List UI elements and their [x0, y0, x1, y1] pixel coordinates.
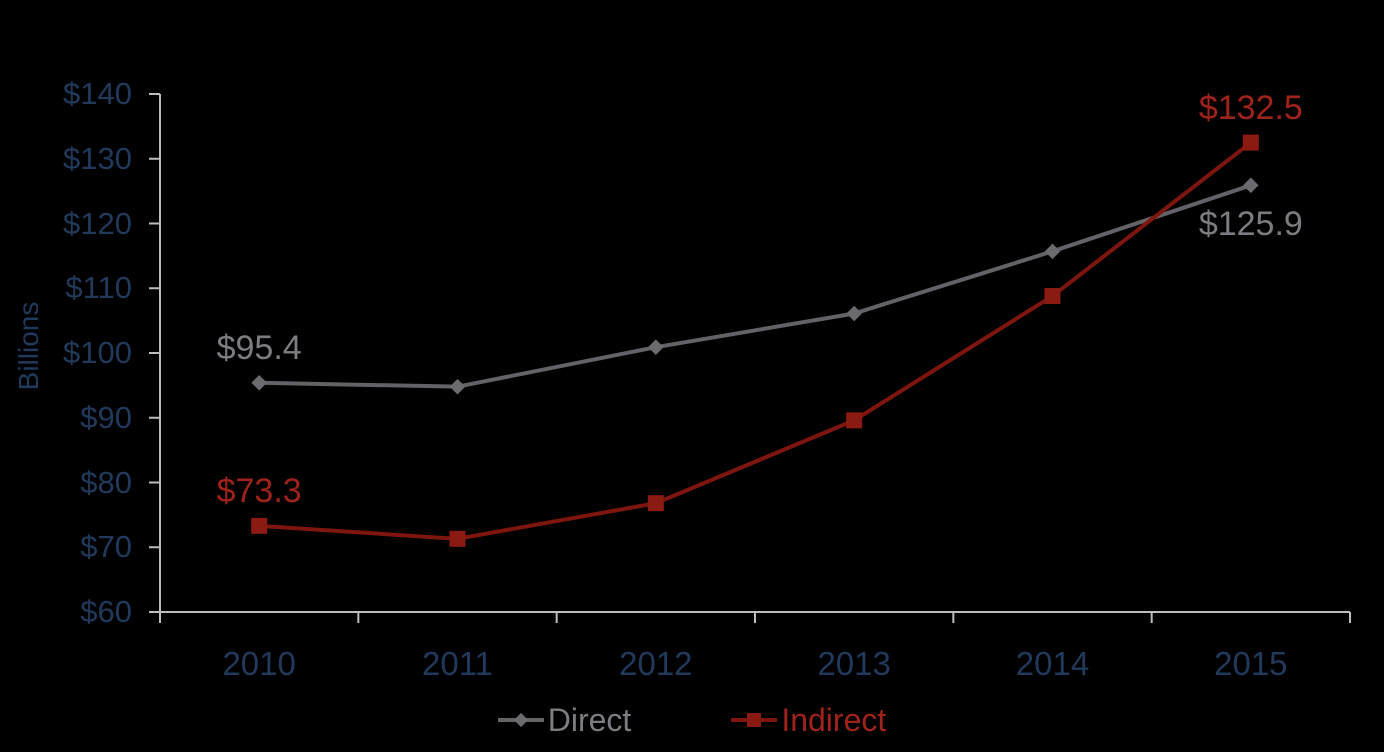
indirect-marker-square	[1044, 288, 1061, 305]
indirect-series-swatch	[731, 710, 778, 730]
legend: Direct Indirect	[0, 700, 1384, 740]
data-label-indirect-2015: $132.5	[1198, 88, 1303, 127]
data-label-indirect-2010: $73.3	[216, 471, 302, 510]
x-axis-tick-label: 2013	[817, 645, 891, 682]
x-axis-tick-label: 2014	[1015, 645, 1090, 682]
x-axis-tick-label: 2015	[1214, 645, 1288, 682]
indirect-marker-square	[846, 412, 863, 429]
x-axis-tick-label: 2011	[422, 645, 493, 682]
y-axis-tick-label: $140	[63, 76, 132, 111]
data-label-direct-2010: $95.4	[216, 328, 302, 367]
direct-series-swatch	[497, 710, 544, 730]
direct-marker-diamond	[648, 339, 664, 355]
x-axis-tick-label: 2012	[619, 645, 693, 682]
legend-item-indirect: Indirect	[731, 700, 886, 740]
y-axis-tick-label: $90	[80, 399, 132, 435]
data-label-direct-2015: $125.9	[1198, 205, 1303, 244]
direct-marker-diamond	[1243, 177, 1259, 194]
legend-item-direct: Direct	[497, 700, 632, 740]
direct-marker-diamond	[1044, 243, 1061, 260]
y-axis-tick-label: $110	[65, 270, 132, 306]
y-axis-tick-label: $60	[80, 594, 132, 629]
direct-series-line	[259, 183, 1252, 389]
y-axis-tick-label: $120	[63, 205, 132, 241]
indirect-marker-square	[647, 495, 664, 512]
y-axis-tick-label: $100	[63, 335, 132, 370]
indirect-marker-square	[449, 530, 466, 547]
direct-marker-diamond	[846, 305, 862, 322]
indirect-marker-square	[1242, 134, 1259, 151]
y-axis-tick-label: $130	[63, 140, 132, 176]
x-axis-tick-label: 2010	[222, 645, 296, 682]
indirect-series-line	[259, 140, 1253, 541]
y-axis-tick-label: $80	[80, 464, 132, 500]
y-axis-tick-label: $70	[80, 529, 132, 565]
indirect-marker-square	[251, 517, 268, 534]
direct-marker-diamond	[449, 378, 466, 395]
legend-label-indirect: Indirect	[781, 702, 887, 738]
direct-marker-diamond	[251, 375, 267, 391]
legend-label-direct: Direct	[547, 702, 632, 738]
